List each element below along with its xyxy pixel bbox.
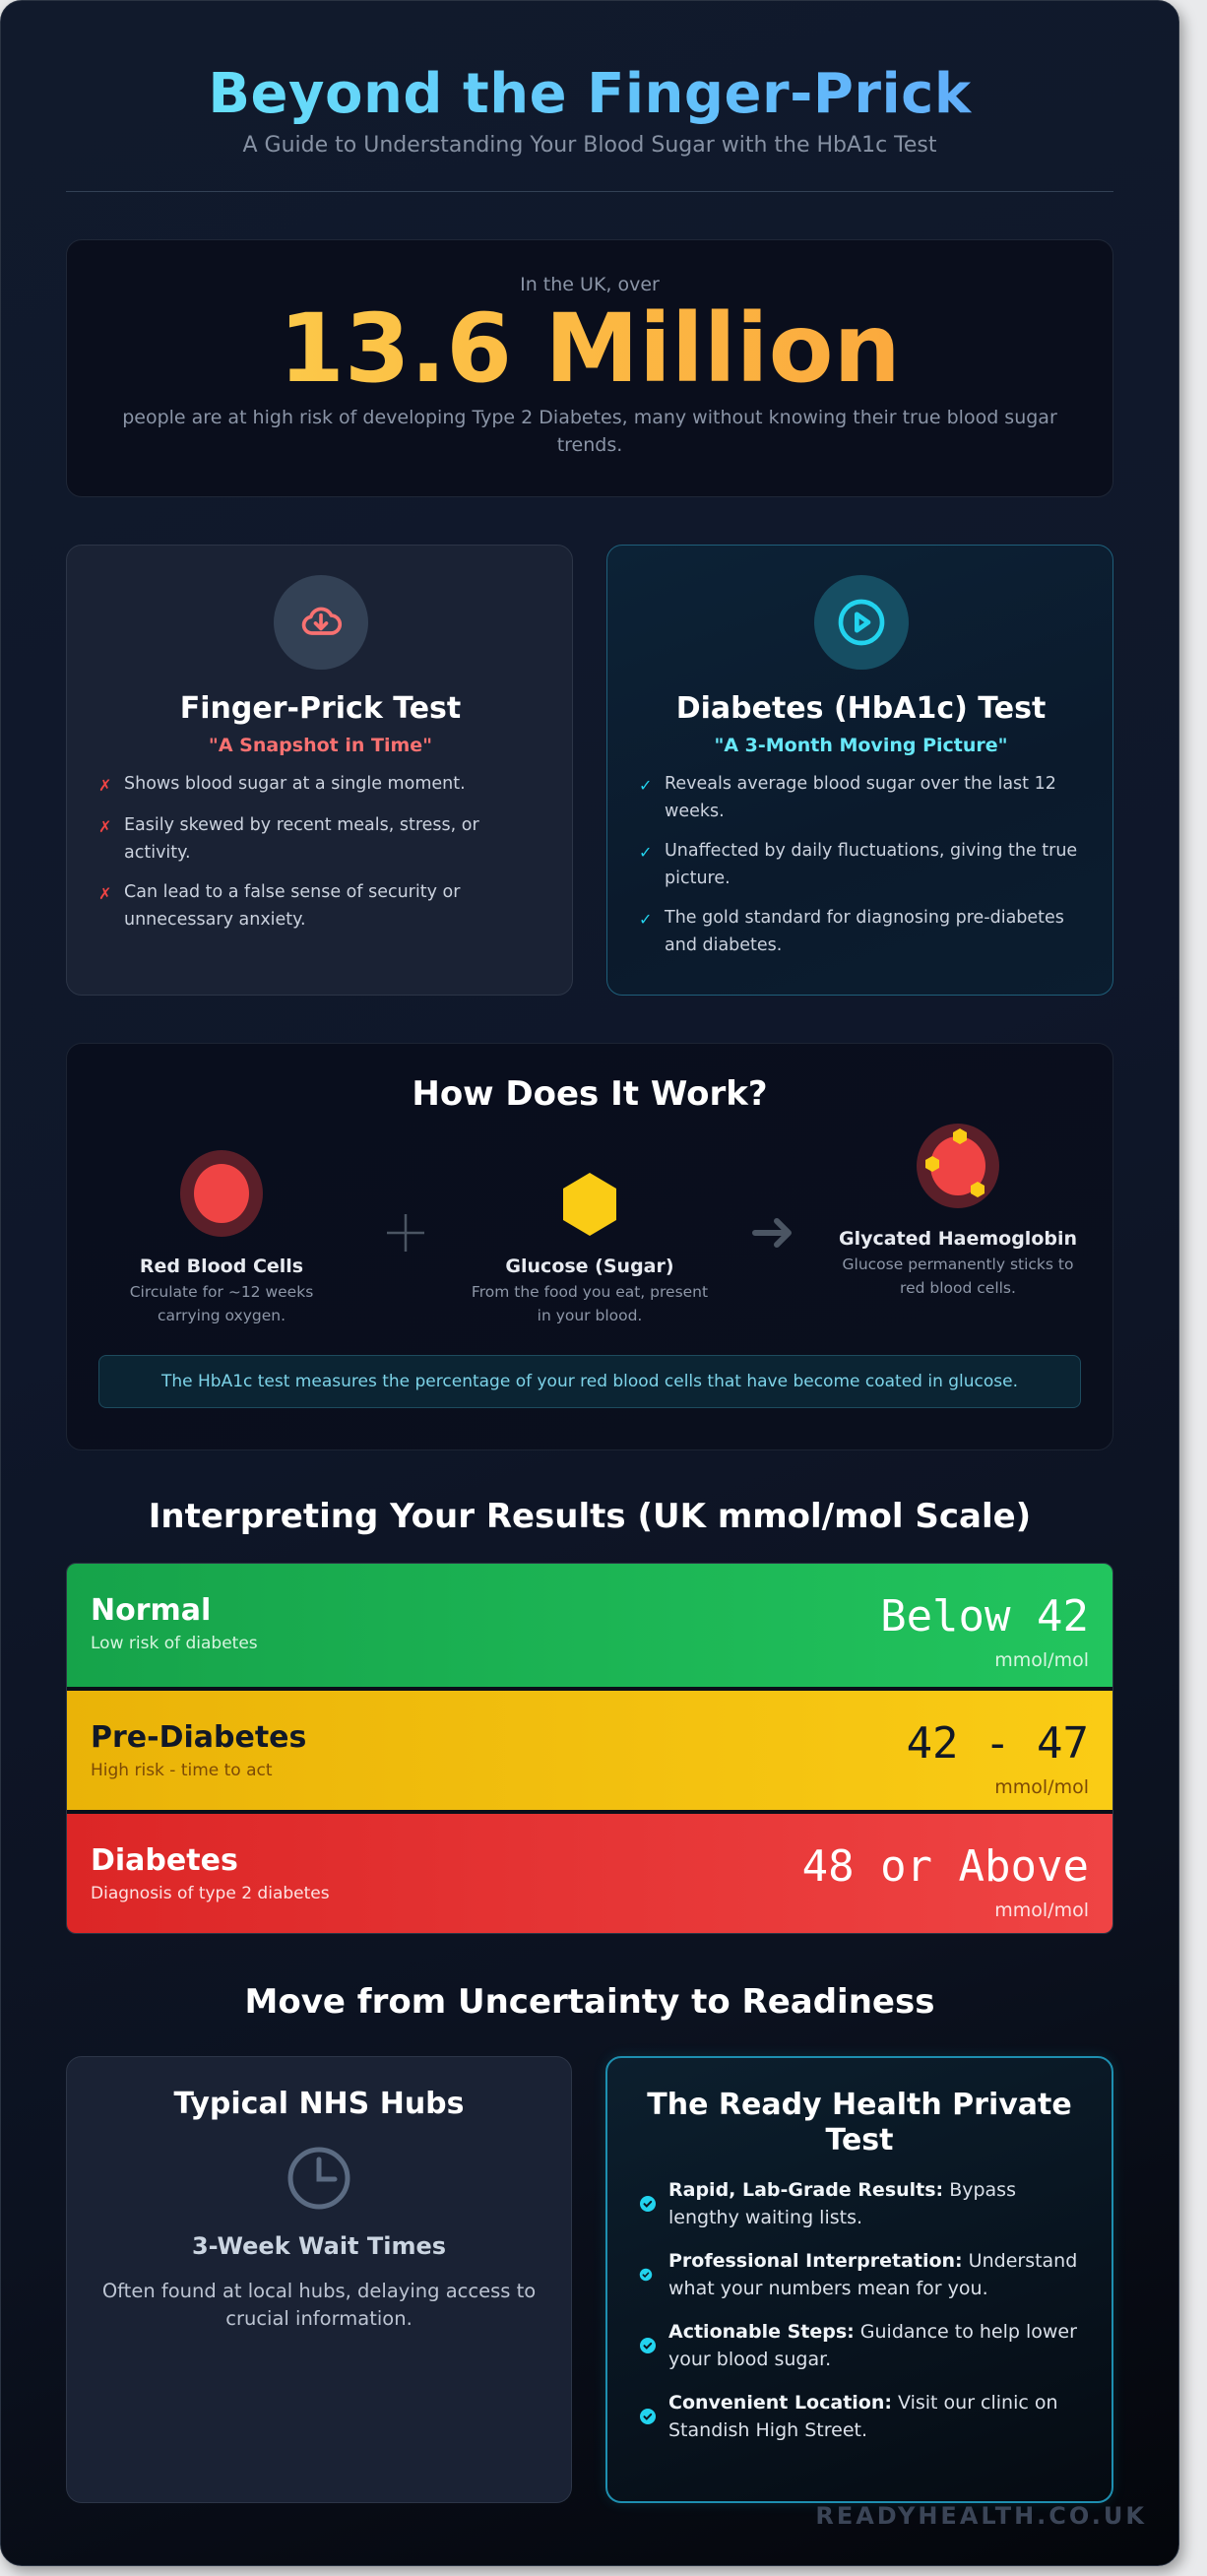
infographic-page: Beyond the Finger-Prick A Guide to Under… <box>0 0 1179 2566</box>
test-comparison: Finger-Prick Test "A Snapshot in Time" ✗… <box>66 545 1113 996</box>
list-item: ✗ Can lead to a false sense of security o… <box>98 878 542 934</box>
ready-health-title: The Ready Health Private Test <box>647 2088 1072 2157</box>
readiness-title: Move from Uncertainty to Readiness <box>244 1982 935 2022</box>
cloud-download-icon <box>273 575 368 670</box>
ready-health-benefits: Rapid, Lab-Grade Results: Bypass lengthy… <box>639 2176 1080 2444</box>
check-icon: ✓ <box>639 843 653 862</box>
nhs-title: Typical NHS Hubs <box>173 2087 465 2121</box>
step-glucose: Glucose (Sugar) From the food you eat, p… <box>467 1142 713 1327</box>
list-item: ✗ Shows blood sugar at a single moment. <box>98 770 542 800</box>
list-item: ✓ Reveals average blood sugar over the la… <box>639 770 1083 825</box>
wait-time-headline: 3-Week Wait Times <box>191 2232 447 2260</box>
hba1c-card: Diabetes (HbA1c) Test "A 3-Month Moving … <box>606 545 1113 996</box>
wait-time-description: Often found at local hubs, delaying acce… <box>101 2280 537 2330</box>
ready-health-card: The Ready Health Private Test Rapid, Lab… <box>605 2056 1113 2503</box>
finger-prick-title: Finger-Prick Test <box>179 691 462 726</box>
nhs-hubs-card: Typical NHS Hubs 3-Week Wait Times Often… <box>66 2056 572 2503</box>
list-item: ✓ Unaffected by daily fluctuations, givin… <box>639 837 1083 892</box>
glycated-cell-icon <box>835 1115 1081 1209</box>
check-circle-icon <box>639 2195 668 2213</box>
cross-icon: ✗ <box>98 817 112 836</box>
header-divider <box>66 191 1113 192</box>
hba1c-title: Diabetes (HbA1c) Test <box>675 691 1047 726</box>
step-glycated-haemoglobin: Glycated Haemoglobin Glucose permanently… <box>835 1115 1081 1300</box>
list-item: ✗ Easily skewed by recent meals, stress, … <box>98 811 542 867</box>
result-row-diabetes: Diabetes Diagnosis of type 2 diabetes 48 … <box>67 1810 1112 1933</box>
stat-number: 13.6 Million <box>67 295 1112 402</box>
process-steps: Red Blood Cells Circulate for ~12 weeks … <box>98 1124 1081 1327</box>
clock-icon <box>286 2146 351 2211</box>
list-item: Convenient Location: Visit our clinic on… <box>639 2389 1080 2444</box>
hba1c-explanation: The HbA1c test measures the percentage o… <box>98 1355 1081 1408</box>
hba1c-points: ✓ Reveals average blood sugar over the la… <box>639 770 1083 959</box>
list-item: ✓ The gold standard for diagnosing pre-di… <box>639 904 1083 959</box>
finger-prick-card: Finger-Prick Test "A Snapshot in Time" ✗… <box>66 545 573 996</box>
results-scale: Normal Low risk of diabetes Below 42 mmol/… <box>66 1563 1113 1934</box>
check-icon: ✓ <box>639 910 653 929</box>
list-item: Actionable Steps: Guidance to help lower… <box>639 2318 1080 2373</box>
list-item: Professional Interpretation: Understand … <box>639 2247 1080 2302</box>
hba1c-tagline: "A 3-Month Moving Picture" <box>714 735 1008 756</box>
finger-prick-tagline: "A Snapshot in Time" <box>208 735 433 756</box>
arrow-right-icon <box>744 1142 803 1263</box>
header: Beyond the Finger-Prick A Guide to Under… <box>66 1 1113 192</box>
play-circle-icon <box>813 575 909 670</box>
plus-icon <box>376 1142 435 1263</box>
check-circle-icon <box>639 2408 668 2425</box>
list-item: Rapid, Lab-Grade Results: Bypass lengthy… <box>639 2176 1080 2231</box>
result-row-pre-diabetes: Pre-Diabetes High risk - time to act 42 -… <box>67 1687 1112 1810</box>
page-title: Beyond the Finger-Prick <box>66 58 1113 131</box>
result-row-normal: Normal Low risk of diabetes Below 42 mmol/… <box>67 1564 1112 1687</box>
step-red-blood-cells: Red Blood Cells Circulate for ~12 weeks … <box>98 1142 345 1327</box>
stat-description: people are at high risk of developing Ty… <box>122 407 1057 456</box>
check-icon: ✓ <box>639 776 653 795</box>
how-it-works: How Does It Work? Red Blood Cells Circul… <box>66 1043 1113 1450</box>
cross-icon: ✗ <box>98 884 112 903</box>
results-title: Interpreting Your Results (UK mmol/mol S… <box>148 1497 1032 1536</box>
check-circle-icon <box>639 2337 668 2354</box>
check-circle-icon <box>639 2268 668 2282</box>
stat-card: In the UK, over 13.6 Million people are … <box>66 239 1113 497</box>
page-subtitle: A Guide to Understanding Your Blood Suga… <box>242 133 937 158</box>
how-title: How Does It Work? <box>412 1074 768 1114</box>
stat-intro: In the UK, over <box>520 274 660 295</box>
finger-prick-points: ✗ Shows blood sugar at a single moment. ✗… <box>98 770 542 934</box>
glucose-hexagon-icon <box>467 1142 713 1237</box>
cross-icon: ✗ <box>98 776 112 795</box>
footer-url[interactable]: READYHEALTH.CO.UK <box>815 2502 1147 2530</box>
readiness-comparison: Typical NHS Hubs 3-Week Wait Times Often… <box>66 2056 1113 2503</box>
red-blood-cell-icon <box>98 1142 345 1237</box>
